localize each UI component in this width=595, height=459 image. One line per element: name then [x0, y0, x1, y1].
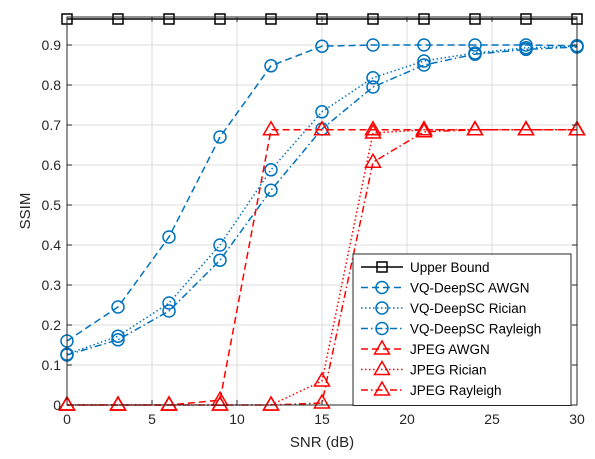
- data-point: [264, 59, 278, 73]
- data-point: [315, 105, 329, 119]
- legend-item: VQ-DeepSC Rayleigh: [361, 322, 541, 337]
- y-tick-label: 0.1: [42, 357, 62, 373]
- legend-marker: [376, 261, 388, 273]
- data-point: [364, 152, 382, 168]
- data-point: [364, 120, 382, 136]
- data-point: [211, 395, 229, 411]
- data-point: [213, 253, 227, 267]
- legend-label: Upper Bound: [410, 260, 490, 275]
- y-tick-label: 0.7: [42, 117, 62, 133]
- x-tick-label: 5: [148, 411, 156, 427]
- data-point: [466, 120, 484, 136]
- series-jpeg-rayleigh: [58, 120, 586, 411]
- data-point: [468, 38, 482, 52]
- grid: [67, 17, 577, 405]
- data-point: [315, 39, 329, 53]
- data-point: [313, 120, 331, 136]
- y-tick-label: 0.4: [42, 237, 62, 253]
- legend-marker: [375, 280, 389, 295]
- x-tick-label: 25: [484, 411, 500, 427]
- ticks: 0 5 10 15 20 25 30 0 0.1 0.2 0.3 0.4 0.5 0.6 0.7 0.8 0.9: [42, 17, 585, 427]
- data-point: [163, 13, 175, 25]
- y-tick-label: 0.8: [42, 77, 62, 93]
- series-vq-deepsc-rayleigh: [60, 40, 584, 362]
- legend-label: VQ-DeepSC Rician: [410, 301, 526, 316]
- data-point: [109, 395, 127, 411]
- legend-item: JPEG Rayleigh: [361, 380, 502, 398]
- legend-item: VQ-DeepSC AWGN: [361, 281, 530, 296]
- data-point: [519, 42, 533, 57]
- data-point: [162, 230, 176, 244]
- data-point: [468, 47, 482, 61]
- x-tick-label: 15: [314, 411, 330, 427]
- data-point: [517, 120, 535, 136]
- data-point: [520, 13, 532, 25]
- series-line: [66, 45, 578, 355]
- data-point: [162, 304, 176, 318]
- data-point: [367, 13, 379, 25]
- y-tick-label: 0.2: [42, 317, 62, 333]
- data-point: [213, 130, 227, 144]
- data-point: [417, 38, 431, 52]
- x-tick-label: 30: [569, 411, 585, 427]
- legend-label: JPEG Rician: [410, 363, 487, 378]
- data-point: [316, 13, 328, 25]
- data-point: [264, 183, 278, 197]
- data-point: [366, 38, 380, 52]
- y-tick-label: 0.5: [42, 197, 62, 213]
- x-axis-label: SNR (dB): [290, 434, 354, 451]
- data-point: [262, 395, 280, 411]
- legend-item: JPEG Rician: [361, 359, 487, 378]
- data-point: [417, 58, 431, 72]
- legend-label: VQ-DeepSC AWGN: [410, 281, 530, 296]
- legend-marker: [373, 359, 391, 376]
- data-point: [111, 300, 125, 314]
- y-tick-label: 0.3: [42, 277, 62, 293]
- series-line: [66, 46, 578, 356]
- legend-label: VQ-DeepSC Rayleigh: [410, 322, 541, 337]
- y-tick-label: 0.9: [42, 37, 62, 53]
- data-point: [364, 123, 382, 139]
- data-point: [58, 395, 76, 411]
- data-point: [111, 333, 125, 347]
- data-point: [415, 120, 433, 136]
- legend-box: [352, 253, 572, 406]
- x-tick-label: 20: [399, 411, 415, 427]
- data-point: [262, 120, 280, 136]
- legend-item: JPEG AWGN: [361, 339, 490, 357]
- legend-label: JPEG AWGN: [410, 342, 490, 357]
- data-point: [366, 71, 380, 85]
- data-point: [313, 393, 331, 409]
- data-point: [313, 371, 331, 387]
- y-tick-label: 0.6: [42, 157, 62, 173]
- data-point: [264, 163, 278, 177]
- legend-label: JPEG Rayleigh: [410, 383, 502, 398]
- x-tick-label: 10: [229, 411, 245, 427]
- data-point: [469, 13, 481, 25]
- data-point: [214, 13, 226, 25]
- legend-marker: [375, 301, 389, 315]
- data-point: [112, 13, 124, 25]
- data-point: [415, 122, 433, 138]
- series-line: [66, 44, 578, 342]
- y-axis-label: SSIM: [17, 193, 34, 230]
- series-line: [67, 129, 577, 406]
- y-tick-label: 0: [53, 397, 61, 413]
- data-point: [417, 54, 431, 68]
- data-point: [160, 395, 178, 411]
- legend-marker: [373, 380, 391, 396]
- legend: Upper Bound VQ-DeepSC AWGN VQ-DeepSC Ricia…: [352, 253, 572, 406]
- legend-marker: [375, 321, 389, 336]
- data-point: [213, 238, 227, 252]
- legend-item: VQ-DeepSC Rician: [361, 301, 526, 316]
- legend-marker: [373, 339, 391, 355]
- data-point: [418, 13, 430, 25]
- data-point: [366, 80, 380, 94]
- data-point: [162, 296, 176, 310]
- x-tick-label: 0: [63, 411, 71, 427]
- legend-item: Upper Bound: [361, 260, 490, 275]
- data-point: [265, 13, 277, 25]
